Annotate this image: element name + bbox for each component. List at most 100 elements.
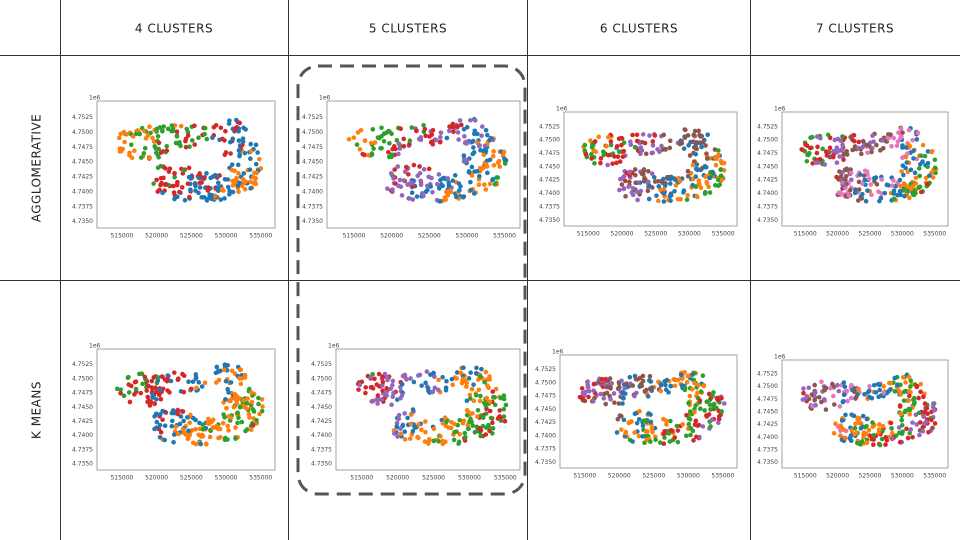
- scatter-dot: [837, 404, 843, 409]
- scatter-dot: [814, 150, 820, 156]
- column-header: 5 CLUSTERS: [369, 22, 447, 36]
- scatter-dot: [677, 178, 683, 184]
- scatter-dot: [172, 174, 177, 180]
- scatter-dot: [248, 149, 254, 154]
- x-tick-label: 535000: [711, 473, 734, 480]
- scatter-dot: [435, 387, 441, 393]
- scatter-dot: [181, 167, 187, 173]
- scatter-dot: [866, 176, 872, 182]
- scatter-dot: [888, 132, 893, 138]
- scatter-dot: [685, 168, 691, 174]
- scatter-dot: [485, 170, 490, 176]
- scatter-dot: [672, 188, 677, 194]
- scatter-dot: [878, 148, 883, 153]
- scatter-dot: [228, 151, 233, 156]
- scatter-dot: [248, 141, 254, 147]
- scatter-dot: [186, 379, 191, 385]
- scatter-dot: [696, 128, 702, 134]
- scatter-plot: 1e6 4.7525 4.7500 4.7475 4.7450 4.7425 4.7400 4…: [302, 95, 521, 240]
- scatter-dot: [190, 440, 196, 446]
- scatter-dot: [447, 128, 452, 134]
- scatter-dot: [370, 371, 375, 377]
- scatter-dot: [845, 398, 850, 404]
- scatter-dot: [700, 424, 706, 429]
- scatter-dot: [685, 193, 690, 198]
- scatter-dot: [471, 145, 476, 150]
- column-header: 6 CLUSTERS: [600, 22, 678, 36]
- scatter-dot: [375, 393, 381, 398]
- scatter-dot: [921, 394, 926, 400]
- scatter-dot: [620, 175, 626, 180]
- x-tick-label: 515000: [794, 231, 817, 238]
- scatter-dot: [392, 167, 397, 172]
- scatter-dot: [401, 136, 407, 142]
- scatter-dot: [220, 136, 225, 142]
- scatter-dot: [455, 130, 461, 135]
- scatter-dot: [248, 179, 253, 185]
- scatter-dot: [882, 190, 888, 196]
- scatter-dot: [929, 149, 934, 155]
- scatter-dot: [643, 434, 649, 439]
- y-tick-label: 4.7500: [72, 129, 93, 136]
- scatter-dot: [911, 397, 916, 403]
- x-tick-label: 520000: [826, 473, 849, 480]
- scatter-dot: [853, 421, 858, 427]
- scatter-dot: [209, 419, 215, 425]
- scatter-dot: [839, 437, 845, 443]
- scatter-dot: [501, 396, 507, 402]
- scatter-dot: [686, 416, 692, 421]
- x-tick-label: 515000: [343, 233, 366, 240]
- scatter-dot: [452, 173, 458, 178]
- scatter-dot: [379, 397, 385, 402]
- scatter-dot: [253, 142, 259, 148]
- scatter-dot: [156, 154, 162, 160]
- scatter-dot: [900, 130, 905, 136]
- scatter-dot: [164, 148, 170, 154]
- scatter-dot: [132, 148, 137, 154]
- scatter-dot: [626, 420, 631, 425]
- y-tick-label: 4.7525: [72, 361, 93, 368]
- scatter-dot: [646, 196, 652, 202]
- scatter-dot: [696, 382, 701, 388]
- scatter-dot: [484, 164, 490, 169]
- scatter-dot: [495, 175, 501, 180]
- scatter-dot: [235, 162, 241, 168]
- y-tick-label: 4.7400: [72, 432, 93, 439]
- y-tick-label: 4.7475: [72, 144, 93, 151]
- scatter-dot: [354, 142, 360, 147]
- scatter-dot: [390, 187, 395, 192]
- scatter-dot: [176, 431, 181, 437]
- scatter-dot: [381, 138, 387, 144]
- scatter-dot: [158, 412, 163, 417]
- scatter-dot: [443, 423, 449, 429]
- scatter-dot: [210, 174, 216, 179]
- scatter-dot: [257, 411, 262, 417]
- scatter-dot: [815, 144, 820, 150]
- scatter-dot: [846, 193, 852, 198]
- scatter-plot: 1e6 4.7525 4.7500 4.7475 4.7450 4.7425 4.7400 4…: [72, 343, 276, 482]
- x-tick-label: 530000: [678, 231, 701, 238]
- scatter-dot: [368, 375, 373, 381]
- scatter-dot: [430, 127, 436, 133]
- scatter-dot: [415, 373, 421, 378]
- scatter-dot: [685, 173, 691, 179]
- scatter-dot: [913, 181, 919, 186]
- scatter-dot: [607, 376, 613, 381]
- scatter-dot: [118, 391, 123, 396]
- scatter-dot: [632, 144, 638, 150]
- y-tick-label: 4.7525: [302, 114, 323, 121]
- scatter-dot: [492, 402, 498, 408]
- scatter-dot: [479, 124, 485, 129]
- scatter-dot: [915, 130, 921, 136]
- scatter-dot: [911, 156, 916, 161]
- scatter-dot: [661, 431, 667, 437]
- scatter-dot: [703, 174, 708, 180]
- scatter-dot: [409, 125, 415, 130]
- scatter-dot: [235, 420, 240, 426]
- scatter-dot: [163, 181, 169, 187]
- scatter-dot: [209, 192, 214, 198]
- x-tick-label: 525000: [422, 475, 445, 482]
- scatter-dot: [702, 408, 707, 413]
- scatter-dot: [807, 150, 812, 156]
- scatter-dot: [703, 164, 709, 170]
